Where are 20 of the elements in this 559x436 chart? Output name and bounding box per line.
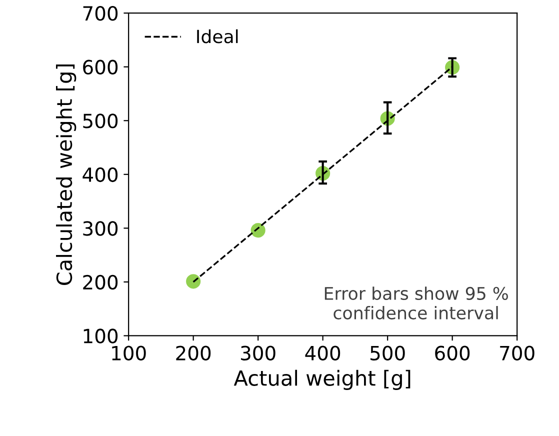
x-axis-title: Actual weight [g] (234, 370, 410, 390)
x-tick-label: 600 (435, 346, 470, 360)
y-tick-label: 600 (83, 60, 118, 75)
legend-label: Ideal (197, 29, 238, 44)
y-tick-label: 300 (83, 221, 118, 236)
point (250, 223, 266, 238)
x-tick-label: 400 (305, 346, 340, 360)
y-axis-title: Calculated weight [g] (56, 64, 76, 285)
point (186, 274, 201, 289)
x-tick-label: 100 (112, 346, 146, 360)
x-tick-label: 300 (240, 346, 276, 360)
y-tick-label: 100 (84, 328, 118, 344)
x-tick-label: 200 (176, 346, 211, 360)
y-tick-label: 200 (83, 274, 118, 290)
y-tick-label: 500 (83, 114, 118, 128)
y-tick-label: 700 (83, 6, 118, 21)
annotation: Error bars show 95 % confidence interval (324, 286, 508, 320)
x-tick-label: 700 (500, 346, 534, 360)
x-tick-label: 500 (370, 346, 405, 360)
y-tick-label: 400 (82, 167, 118, 182)
